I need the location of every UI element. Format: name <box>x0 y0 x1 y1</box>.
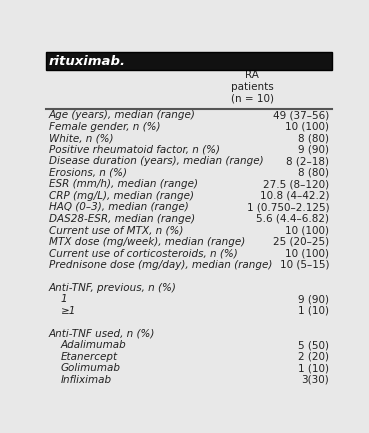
Text: 10 (100): 10 (100) <box>285 122 329 132</box>
Text: 10 (5–15): 10 (5–15) <box>280 260 329 270</box>
Text: Erosions, n (%): Erosions, n (%) <box>49 168 127 178</box>
Text: 49 (37–56): 49 (37–56) <box>273 110 329 120</box>
Text: Female gender, n (%): Female gender, n (%) <box>49 122 161 132</box>
Text: 25 (20–25): 25 (20–25) <box>273 236 329 246</box>
Text: 10 (100): 10 (100) <box>285 248 329 258</box>
Text: Etanercept: Etanercept <box>61 352 118 362</box>
Text: 2 (20): 2 (20) <box>298 352 329 362</box>
Text: 5 (50): 5 (50) <box>298 340 329 350</box>
Text: 10 (100): 10 (100) <box>285 225 329 235</box>
Text: White, n (%): White, n (%) <box>49 133 114 143</box>
Text: RA
patients
(n = 10): RA patients (n = 10) <box>231 70 273 103</box>
Text: Current use of corticosteroids, n (%): Current use of corticosteroids, n (%) <box>49 248 238 258</box>
Text: 1 (10): 1 (10) <box>298 363 329 373</box>
Text: 27.5 (8–120): 27.5 (8–120) <box>263 179 329 189</box>
Text: 10.8 (4–42.2): 10.8 (4–42.2) <box>260 191 329 200</box>
FancyBboxPatch shape <box>46 52 332 70</box>
Text: Current use of MTX, n (%): Current use of MTX, n (%) <box>49 225 183 235</box>
Text: Positive rheumatoid factor, n (%): Positive rheumatoid factor, n (%) <box>49 145 220 155</box>
Text: 9 (90): 9 (90) <box>298 145 329 155</box>
Text: HAQ (0–3), median (range): HAQ (0–3), median (range) <box>49 202 189 212</box>
Text: 9 (90): 9 (90) <box>298 294 329 304</box>
Text: 8 (2–18): 8 (2–18) <box>286 156 329 166</box>
Text: Anti-TNF used, n (%): Anti-TNF used, n (%) <box>49 329 155 339</box>
Text: Golimumab: Golimumab <box>61 363 120 373</box>
Text: CRP (mg/L), median (range): CRP (mg/L), median (range) <box>49 191 194 200</box>
Text: 8 (80): 8 (80) <box>298 133 329 143</box>
Text: Anti-TNF, previous, n (%): Anti-TNF, previous, n (%) <box>49 283 177 293</box>
Text: Infliximab: Infliximab <box>61 375 111 385</box>
Text: 5.6 (4.4–6.82): 5.6 (4.4–6.82) <box>256 213 329 223</box>
Text: MTX dose (mg/week), median (range): MTX dose (mg/week), median (range) <box>49 236 245 246</box>
Text: ESR (mm/h), median (range): ESR (mm/h), median (range) <box>49 179 198 189</box>
Text: ≥1: ≥1 <box>61 306 76 316</box>
Text: 3(30): 3(30) <box>301 375 329 385</box>
Text: DAS28-ESR, median (range): DAS28-ESR, median (range) <box>49 213 195 223</box>
Text: 8 (80): 8 (80) <box>298 168 329 178</box>
Text: Prednisone dose (mg/day), median (range): Prednisone dose (mg/day), median (range) <box>49 260 272 270</box>
Text: 1: 1 <box>61 294 67 304</box>
Text: 1 (0.750–2.125): 1 (0.750–2.125) <box>246 202 329 212</box>
Text: Adalimumab: Adalimumab <box>61 340 126 350</box>
Text: Disease duration (years), median (range): Disease duration (years), median (range) <box>49 156 263 166</box>
Text: rituximab.: rituximab. <box>49 55 126 68</box>
Text: 1 (10): 1 (10) <box>298 306 329 316</box>
Text: Age (years), median (range): Age (years), median (range) <box>49 110 196 120</box>
